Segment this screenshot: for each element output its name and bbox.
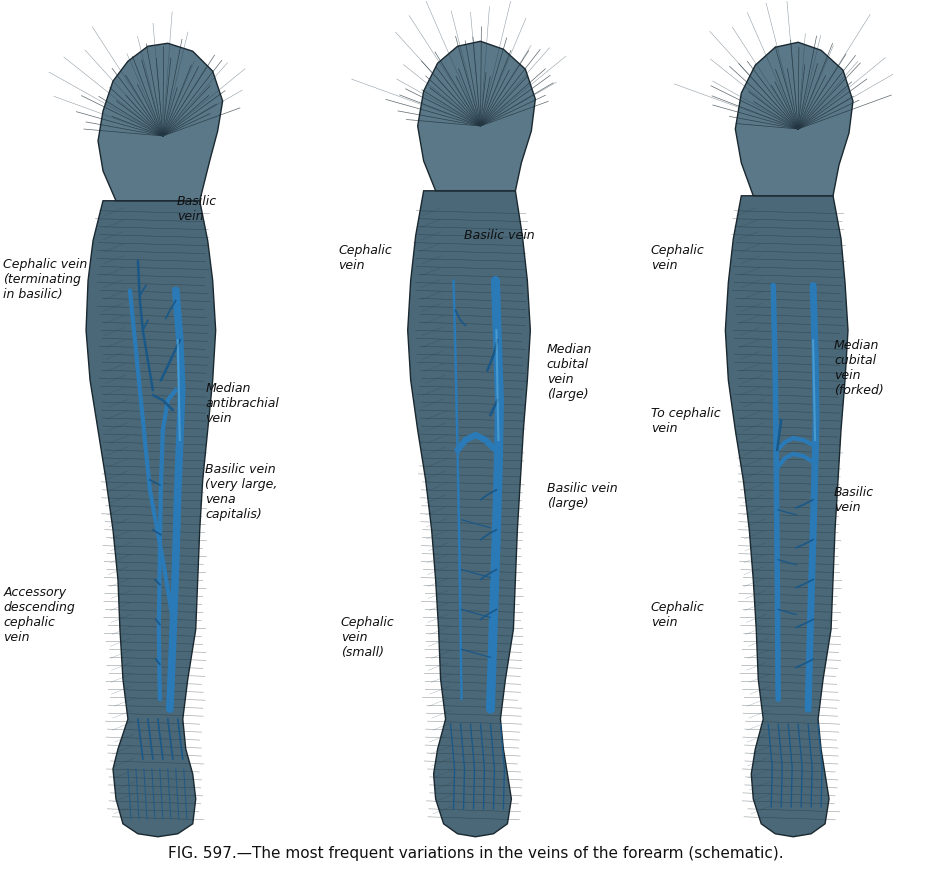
Text: Basilic
vein: Basilic vein: [834, 486, 874, 515]
Text: Median
cubital
vein
(forked): Median cubital vein (forked): [834, 339, 883, 397]
Text: Cephalic
vein
(small): Cephalic vein (small): [340, 616, 395, 659]
Polygon shape: [98, 43, 223, 201]
Polygon shape: [417, 42, 535, 190]
Text: Cephalic vein
(terminating
in basilic): Cephalic vein (terminating in basilic): [3, 258, 87, 301]
Text: Basilic
vein: Basilic vein: [177, 195, 217, 223]
Text: Median
antibrachial
vein: Median antibrachial vein: [205, 382, 280, 424]
Text: FIG. 597.—The most frequent variations in the veins of the forearm (schematic).: FIG. 597.—The most frequent variations i…: [167, 846, 784, 861]
Text: Median
cubital
vein
(large): Median cubital vein (large): [547, 344, 592, 401]
Text: Basilic vein
(large): Basilic vein (large): [547, 482, 617, 510]
Polygon shape: [735, 43, 853, 196]
Text: Basilic vein: Basilic vein: [464, 229, 534, 242]
Polygon shape: [726, 196, 848, 836]
Text: Basilic vein
(very large,
vena
capitalis): Basilic vein (very large, vena capitalis…: [205, 462, 278, 521]
Text: Cephalic
vein: Cephalic vein: [650, 244, 705, 271]
Text: To cephalic
vein: To cephalic vein: [650, 407, 721, 435]
Polygon shape: [408, 190, 531, 836]
Polygon shape: [86, 201, 216, 836]
Text: Cephalic
vein: Cephalic vein: [650, 602, 705, 629]
Text: Cephalic
vein: Cephalic vein: [338, 244, 392, 271]
Text: Accessory
descending
cephalic
vein: Accessory descending cephalic vein: [3, 587, 75, 644]
